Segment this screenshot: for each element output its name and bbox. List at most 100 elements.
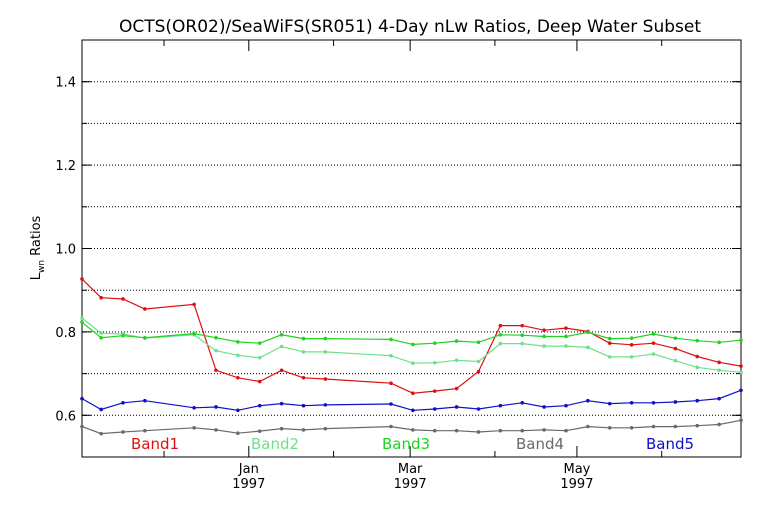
data-point	[673, 358, 678, 363]
data-point	[564, 344, 568, 348]
data-point	[498, 341, 503, 346]
data-point	[236, 340, 240, 344]
data-point	[695, 338, 700, 343]
data-point	[542, 344, 546, 348]
data-point	[586, 345, 590, 350]
y-tick-label: 1.2	[55, 159, 76, 174]
data-point	[739, 418, 743, 423]
data-point	[695, 354, 700, 359]
data-point	[717, 368, 721, 373]
data-point	[432, 341, 437, 345]
data-point	[717, 360, 721, 365]
data-point	[432, 407, 437, 411]
data-point	[432, 360, 437, 365]
data-point	[542, 405, 546, 409]
data-point	[192, 405, 196, 410]
data-point	[476, 407, 481, 411]
data-point	[411, 428, 415, 432]
data-point	[520, 428, 525, 433]
series-band2	[80, 316, 743, 375]
data-point	[80, 320, 84, 325]
y-axis: 0.6 0.8 1.0 1.2 1.4	[55, 76, 741, 424]
plot-frame	[81, 39, 742, 458]
data-point	[323, 336, 328, 341]
data-point	[629, 355, 634, 359]
data-point	[564, 334, 568, 339]
data-point	[411, 361, 415, 365]
data-point	[695, 423, 700, 428]
series-line	[81, 278, 742, 394]
data-point	[542, 428, 546, 432]
data-point	[389, 381, 393, 385]
data-point	[279, 368, 284, 373]
data-point	[629, 343, 634, 347]
legend: Band1 Band2 Band3 Band4 Band5	[131, 435, 694, 453]
data-point	[607, 341, 612, 345]
legend-label-band1: Band1	[131, 435, 179, 453]
data-point	[476, 369, 481, 374]
data-point	[411, 408, 415, 413]
data-point	[739, 338, 743, 343]
data-point	[673, 336, 678, 340]
data-point	[323, 350, 328, 354]
data-point	[279, 426, 284, 431]
data-point	[80, 277, 84, 281]
data-point	[607, 336, 612, 341]
x-tick-label-year: 1997	[394, 477, 427, 492]
data-point	[542, 334, 546, 339]
data-point	[629, 400, 634, 405]
data-point	[301, 336, 306, 341]
data-point	[80, 316, 84, 320]
data-point	[192, 426, 196, 430]
data-point	[476, 430, 481, 434]
series-group	[80, 277, 743, 436]
chart-title: OCTS(OR02)/SeaWiFS(SR051) 4-Day nLw Rati…	[119, 17, 701, 37]
data-point	[454, 428, 459, 433]
data-point	[607, 426, 612, 430]
data-point	[121, 430, 125, 434]
data-point	[498, 403, 503, 408]
data-point	[476, 359, 481, 364]
data-point	[279, 401, 284, 406]
legend-label-band5: Band5	[646, 435, 694, 453]
series-band1	[80, 277, 743, 395]
data-point	[192, 302, 196, 307]
data-point	[389, 353, 393, 358]
data-point	[214, 348, 218, 353]
data-point	[520, 400, 525, 405]
series-line	[81, 321, 742, 346]
data-point	[99, 331, 103, 335]
data-point	[411, 342, 415, 347]
y-axis-label-rest: Ratios	[29, 215, 44, 260]
data-point	[411, 391, 415, 395]
data-point	[432, 428, 437, 433]
data-point	[651, 332, 656, 336]
data-point	[520, 341, 525, 346]
x-tick-label-month: Jan	[238, 462, 259, 477]
data-point	[99, 407, 103, 412]
data-point	[121, 333, 125, 338]
data-point	[301, 428, 306, 432]
data-point	[564, 326, 568, 330]
data-point	[454, 358, 459, 363]
data-point	[673, 346, 678, 351]
series-band5	[80, 388, 743, 413]
y-tick-label: 1.4	[55, 76, 76, 91]
legend-label-band3: Band3	[382, 435, 430, 453]
data-point	[432, 389, 437, 393]
data-point	[214, 405, 218, 409]
data-point	[651, 400, 656, 405]
data-point	[454, 339, 459, 343]
data-point	[454, 405, 459, 409]
data-point	[323, 403, 328, 407]
y-tick-label: 0.8	[55, 326, 76, 341]
data-point	[586, 330, 590, 335]
data-point	[257, 403, 262, 408]
data-point	[498, 323, 503, 328]
grid-lines	[82, 81, 741, 416]
data-point	[143, 307, 147, 311]
data-point	[121, 400, 125, 405]
data-point	[257, 355, 262, 360]
data-point	[389, 337, 393, 342]
legend-label-band2: Band2	[251, 435, 299, 453]
